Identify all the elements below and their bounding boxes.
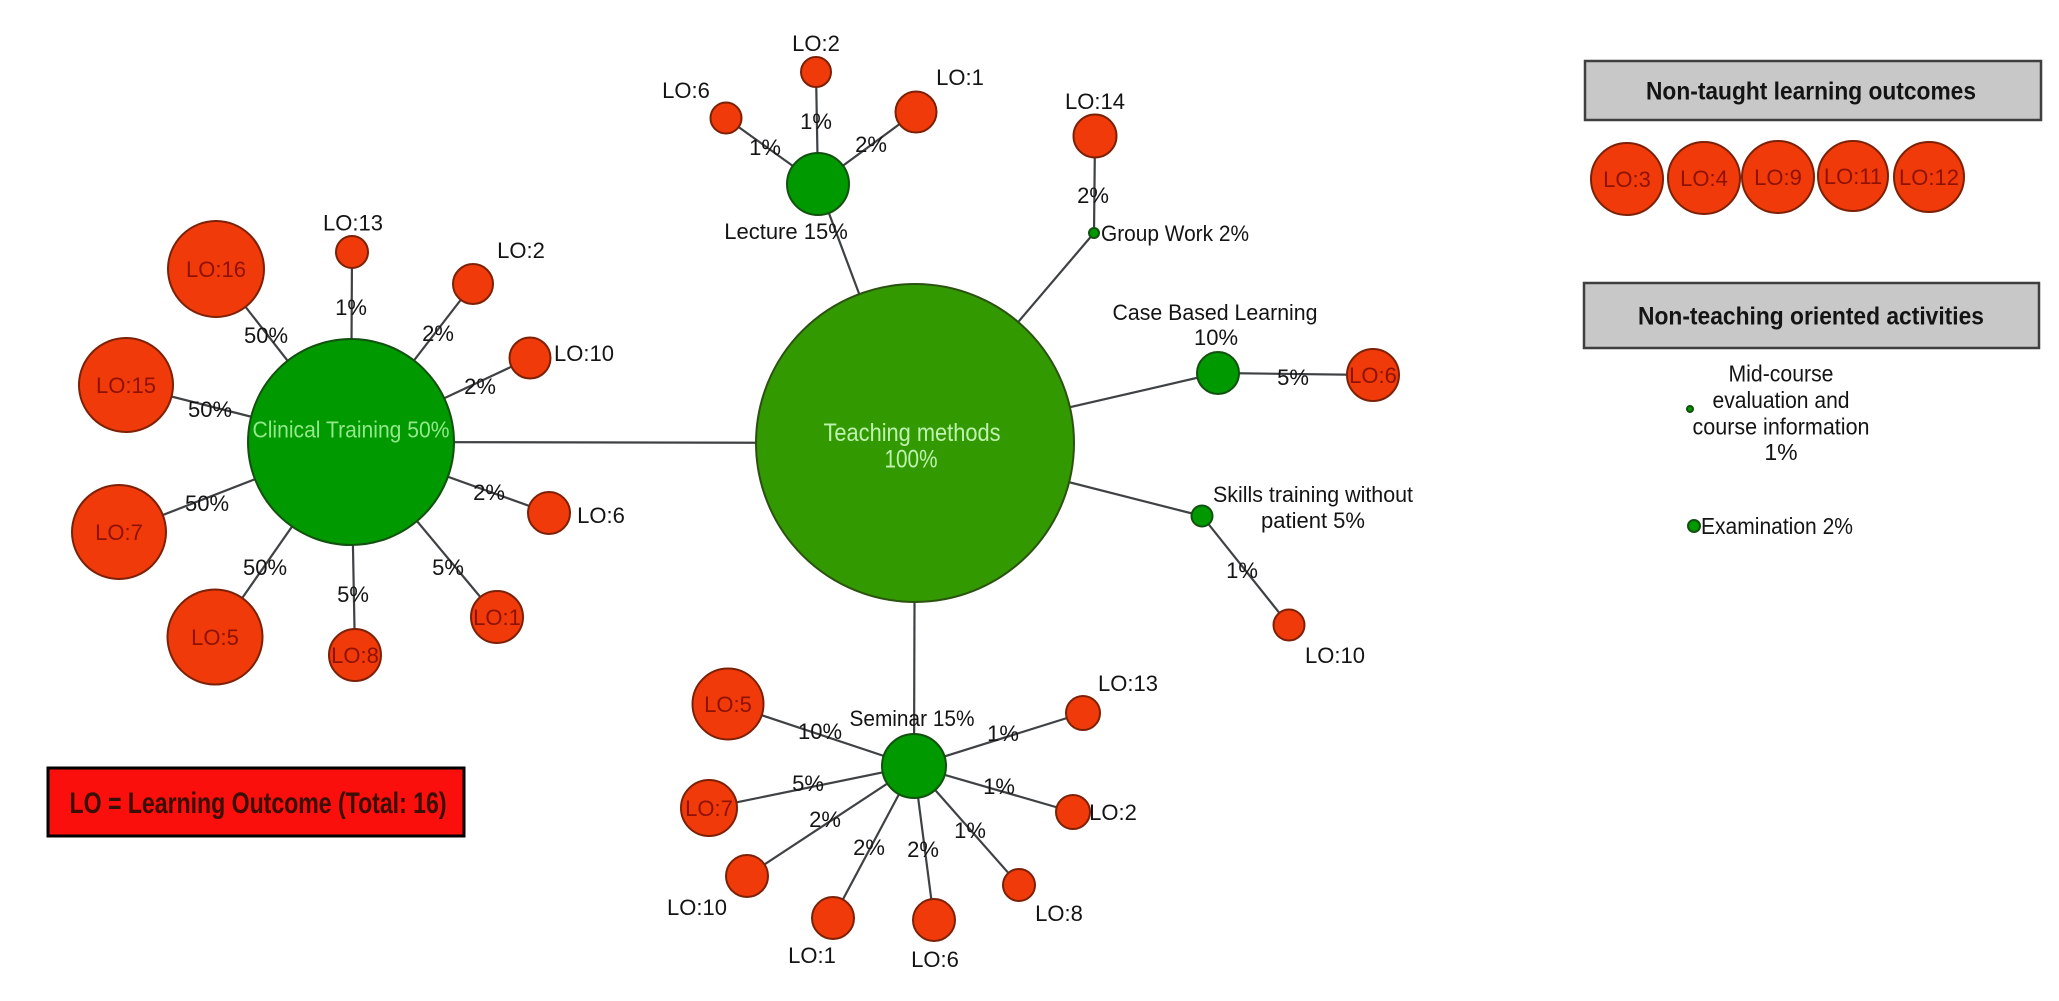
svg-text:LO:12: LO:12 bbox=[1899, 165, 1959, 190]
svg-text:1%: 1% bbox=[1226, 558, 1258, 583]
svg-text:LO:9: LO:9 bbox=[1754, 165, 1802, 190]
svg-text:LO:6: LO:6 bbox=[577, 503, 625, 528]
svg-text:2%: 2% bbox=[853, 835, 885, 860]
svg-text:2%: 2% bbox=[464, 374, 496, 399]
svg-text:50%: 50% bbox=[188, 397, 232, 422]
svg-text:1%: 1% bbox=[749, 135, 781, 160]
svg-text:LO:4: LO:4 bbox=[1680, 166, 1728, 191]
svg-text:1%: 1% bbox=[987, 721, 1019, 746]
svg-text:LO:7: LO:7 bbox=[685, 796, 733, 821]
svg-text:LO:1: LO:1 bbox=[473, 605, 521, 630]
svg-text:2%: 2% bbox=[855, 132, 887, 157]
svg-text:LO:13: LO:13 bbox=[323, 211, 383, 236]
svg-text:Clinical Training 50%: Clinical Training 50% bbox=[253, 417, 450, 443]
svg-text:LO:7: LO:7 bbox=[95, 520, 143, 545]
svg-text:2%: 2% bbox=[809, 807, 841, 832]
svg-text:LO:6: LO:6 bbox=[1349, 363, 1397, 388]
svg-text:5%: 5% bbox=[432, 555, 464, 580]
svg-text:evaluation and: evaluation and bbox=[1713, 387, 1850, 413]
svg-text:LO:15: LO:15 bbox=[96, 373, 156, 398]
svg-text:1%: 1% bbox=[983, 774, 1015, 799]
svg-text:50%: 50% bbox=[185, 491, 229, 516]
svg-text:LO:5: LO:5 bbox=[191, 625, 239, 650]
svg-text:2%: 2% bbox=[422, 321, 454, 346]
svg-text:Lecture 15%: Lecture 15% bbox=[724, 219, 848, 244]
svg-text:LO:10: LO:10 bbox=[1305, 643, 1365, 668]
svg-text:5%: 5% bbox=[337, 582, 369, 607]
svg-text:LO:1: LO:1 bbox=[788, 943, 836, 968]
svg-text:Non-taught learning outcomes: Non-taught learning outcomes bbox=[1646, 78, 1976, 106]
svg-text:LO:2: LO:2 bbox=[1089, 800, 1137, 825]
svg-text:Group Work 2%: Group Work 2% bbox=[1101, 221, 1249, 246]
svg-text:5%: 5% bbox=[792, 771, 824, 796]
svg-text:5%: 5% bbox=[1277, 365, 1309, 390]
svg-text:LO = Learning Outcome (Total:: LO = Learning Outcome (Total: 16) bbox=[70, 787, 447, 820]
svg-text:1%: 1% bbox=[335, 295, 367, 320]
svg-text:Seminar 15%: Seminar 15% bbox=[850, 706, 975, 731]
svg-text:LO:10: LO:10 bbox=[554, 341, 614, 366]
svg-text:1%: 1% bbox=[954, 818, 986, 843]
svg-text:50%: 50% bbox=[243, 555, 287, 580]
svg-text:LO:6: LO:6 bbox=[911, 947, 959, 972]
svg-text:Case Based Learning: Case Based Learning bbox=[1113, 300, 1318, 325]
svg-text:Examination 2%: Examination 2% bbox=[1701, 513, 1853, 539]
svg-text:LO:3: LO:3 bbox=[1603, 167, 1651, 192]
svg-text:2%: 2% bbox=[1077, 183, 1109, 208]
svg-text:Teaching methods: Teaching methods bbox=[824, 419, 1001, 447]
svg-text:LO:14: LO:14 bbox=[1065, 89, 1125, 114]
svg-text:LO:10: LO:10 bbox=[667, 895, 727, 920]
svg-text:10%: 10% bbox=[1194, 325, 1238, 350]
svg-text:Skills training without: Skills training without bbox=[1213, 482, 1413, 507]
svg-text:LO:6: LO:6 bbox=[662, 78, 710, 103]
svg-text:Non-teaching oriented activiti: Non-teaching oriented activities bbox=[1638, 303, 1984, 331]
svg-text:1%: 1% bbox=[1764, 439, 1797, 465]
svg-text:10%: 10% bbox=[798, 719, 842, 744]
svg-text:LO:5: LO:5 bbox=[704, 692, 752, 717]
svg-text:LO:2: LO:2 bbox=[792, 31, 840, 56]
svg-text:LO:8: LO:8 bbox=[331, 643, 379, 668]
svg-text:patient 5%: patient 5% bbox=[1261, 508, 1365, 533]
svg-text:LO:13: LO:13 bbox=[1098, 671, 1158, 696]
svg-text:LO:8: LO:8 bbox=[1035, 901, 1083, 926]
svg-text:LO:11: LO:11 bbox=[1824, 164, 1882, 189]
svg-text:50%: 50% bbox=[244, 323, 288, 348]
svg-text:Mid-course: Mid-course bbox=[1729, 361, 1834, 387]
svg-text:LO:1: LO:1 bbox=[936, 65, 984, 90]
svg-text:course information: course information bbox=[1693, 414, 1870, 440]
svg-text:1%: 1% bbox=[800, 109, 832, 134]
svg-text:LO:2: LO:2 bbox=[497, 238, 545, 263]
svg-text:2%: 2% bbox=[473, 480, 505, 505]
svg-text:LO:16: LO:16 bbox=[186, 257, 246, 282]
svg-text:100%: 100% bbox=[885, 446, 938, 474]
svg-text:2%: 2% bbox=[907, 837, 939, 862]
